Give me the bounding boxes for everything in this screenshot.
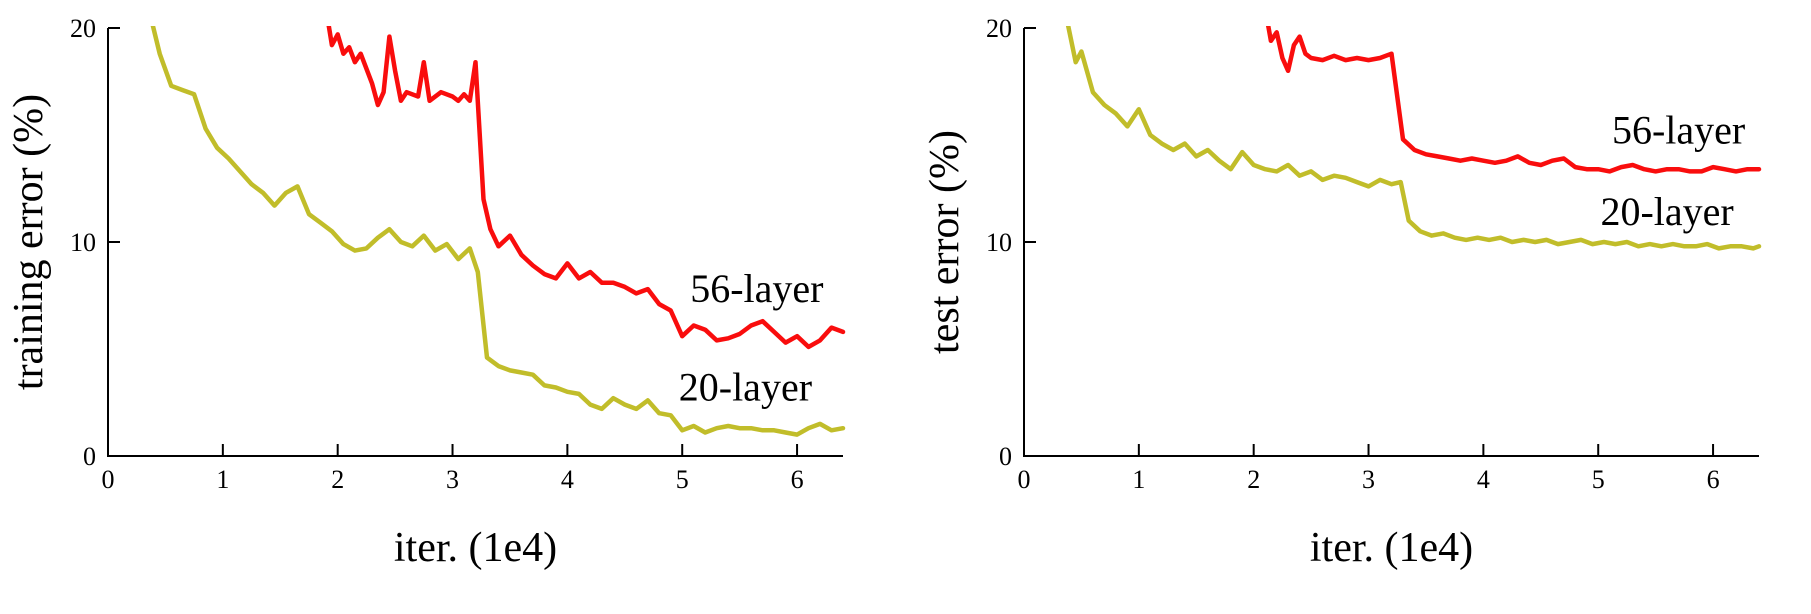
y-axis-label: training error (%) <box>6 94 52 390</box>
y-tick-label: 0 <box>83 442 96 471</box>
plot-canvas-test-error-: 0 1 2 3 4 5 6 0 10 20 56-layer 20-layer iter. (1e4) t… <box>922 14 1762 571</box>
x-tick-label: 6 <box>1707 465 1720 494</box>
x-tick-label: 3 <box>446 465 459 494</box>
series-lines <box>1065 26 1762 251</box>
series-line-20-layer <box>1065 26 1762 251</box>
y-tick-label: 0 <box>999 442 1012 471</box>
series-line-56-layer <box>1265 26 1762 174</box>
y-tick-label: 20 <box>986 14 1012 43</box>
annotation-56-layer: 56-layer <box>690 266 823 311</box>
x-tick-label: 6 <box>791 465 804 494</box>
x-tick-label: 2 <box>1247 465 1260 494</box>
chart-training-error: 0 1 2 3 4 5 6 0 10 20 56-layer 20-layer iter. (1e4) t… <box>0 0 895 614</box>
series-line-20-layer <box>150 26 846 437</box>
x-axis-label: iter. (1e4) <box>1310 525 1473 571</box>
x-tick-label: 4 <box>561 465 574 494</box>
annotation-20-layer: 20-layer <box>679 365 812 410</box>
chart-test-error: 0 1 2 3 4 5 6 0 10 20 56-layer 20-layer iter. (1e4) t… <box>916 0 1811 614</box>
y-axis-label: test error (%) <box>922 130 968 354</box>
annotation-56-layer: 56-layer <box>1612 108 1745 153</box>
series-lines <box>150 26 846 437</box>
x-tick-label: 5 <box>1592 465 1605 494</box>
x-tick-label: 0 <box>1018 465 1031 494</box>
x-tick-label: 1 <box>216 465 229 494</box>
x-axis-label: iter. (1e4) <box>394 525 557 571</box>
tick-labels: 0 1 2 3 4 5 6 0 10 20 <box>986 14 1720 494</box>
tick-labels: 0 1 2 3 4 5 6 0 10 20 <box>70 14 804 494</box>
plot-canvas-training-error-: 0 1 2 3 4 5 6 0 10 20 56-layer 20-layer iter. (1e4) t… <box>6 14 846 571</box>
y-tick-label: 10 <box>986 228 1012 257</box>
annotation-20-layer: 20-layer <box>1600 189 1733 234</box>
axes <box>107 27 843 457</box>
axes <box>1023 27 1759 457</box>
x-tick-label: 0 <box>102 465 115 494</box>
x-tick-label: 2 <box>331 465 344 494</box>
x-tick-label: 4 <box>1477 465 1490 494</box>
x-tick-label: 3 <box>1362 465 1375 494</box>
x-tick-label: 5 <box>676 465 689 494</box>
y-tick-label: 10 <box>70 228 96 257</box>
x-tick-label: 1 <box>1132 465 1145 494</box>
series-line-56-layer <box>326 26 846 350</box>
y-tick-label: 20 <box>70 14 96 43</box>
